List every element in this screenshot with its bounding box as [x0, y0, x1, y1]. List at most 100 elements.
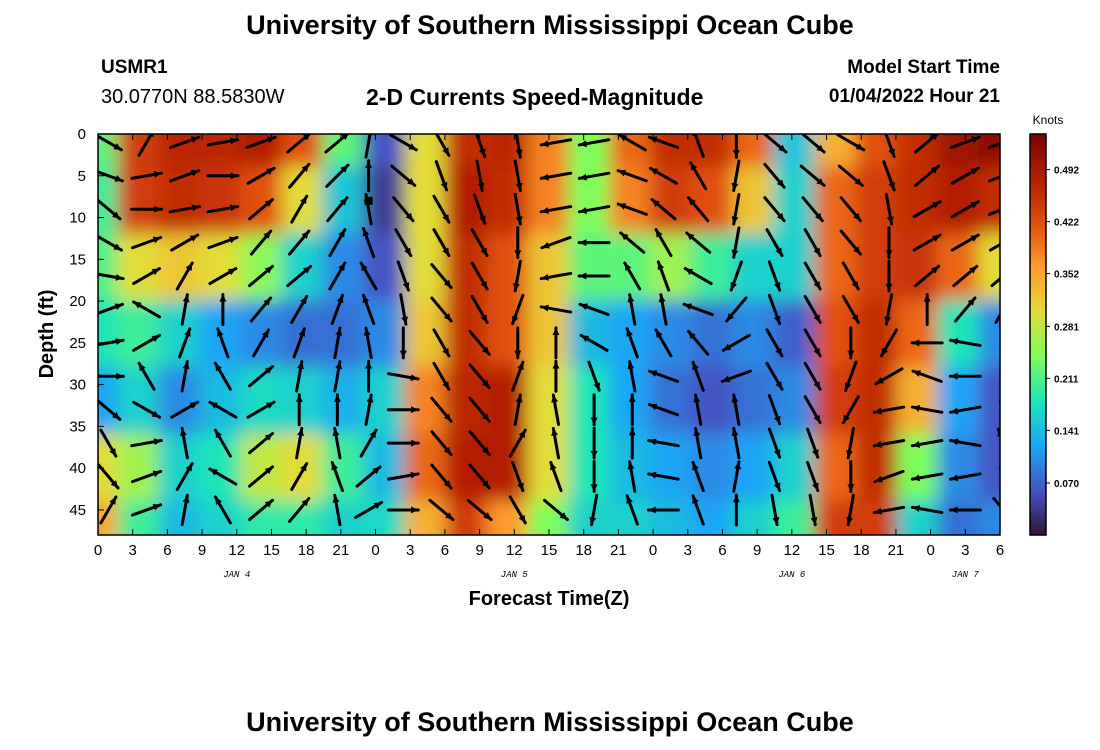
- arrow-head: [950, 338, 959, 345]
- heatmap-cell: [773, 166, 817, 236]
- current-arrow: [392, 196, 415, 223]
- arrow-head: [812, 449, 819, 458]
- current-arrow: [169, 135, 201, 149]
- arrow-head: [690, 162, 698, 171]
- arrow-head: [297, 428, 304, 437]
- arrow-head: [923, 294, 931, 302]
- current-arrow: [99, 495, 118, 525]
- arrow-head: [373, 502, 382, 510]
- current-arrow: [770, 493, 780, 527]
- arrow-head: [411, 506, 419, 514]
- current-arrow: [130, 438, 163, 448]
- current-arrow: [647, 471, 680, 481]
- heatmap-cell: [650, 366, 694, 436]
- current-arrow: [295, 426, 304, 460]
- arrow-head: [511, 315, 519, 324]
- arrow-head: [407, 178, 415, 186]
- arrow-head: [559, 512, 568, 520]
- y-tick-label: 20: [69, 293, 86, 310]
- heatmap-cell: [322, 366, 366, 436]
- arrow-head: [442, 247, 449, 256]
- arrow-head: [517, 482, 524, 491]
- arrow-head: [264, 199, 273, 207]
- current-arrow: [627, 460, 637, 493]
- heatmap-cell: [98, 134, 120, 169]
- current-arrow: [386, 506, 420, 514]
- current-arrow: [206, 204, 240, 214]
- arrow-head: [365, 160, 373, 168]
- current-arrow: [466, 498, 493, 522]
- arrow-head: [1004, 296, 1011, 304]
- arrow-head: [648, 506, 656, 514]
- arrow-head: [912, 404, 921, 412]
- arrow-head: [229, 137, 238, 145]
- arrow-head: [579, 140, 588, 148]
- arrow-head: [261, 329, 269, 338]
- current-arrow: [361, 293, 376, 326]
- current-arrow: [130, 170, 163, 180]
- current-arrow: [551, 426, 561, 460]
- arrow-head: [650, 168, 659, 175]
- current-arrow: [432, 328, 451, 358]
- heatmap-cell: [814, 166, 858, 236]
- arrow-head: [153, 438, 162, 446]
- heatmap-cell: [855, 500, 899, 535]
- current-arrow: [132, 400, 162, 419]
- current-arrow: [721, 333, 751, 352]
- arrow-head: [182, 294, 190, 303]
- current-arrow: [914, 264, 941, 288]
- arrow-head: [847, 484, 855, 492]
- arrow-head: [885, 283, 893, 292]
- arrow-head: [620, 232, 629, 241]
- arrow-head: [190, 136, 199, 143]
- arrow-head: [626, 328, 633, 337]
- current-arrow: [910, 438, 944, 448]
- current-arrow: [514, 134, 523, 159]
- arrow-head: [590, 417, 598, 425]
- heatmap-cell: [691, 500, 735, 535]
- heatmap-cell: [732, 500, 776, 535]
- current-arrow: [841, 261, 860, 291]
- arrow-head: [151, 335, 160, 342]
- current-arrow: [175, 462, 194, 492]
- x-tick-label: 18: [853, 542, 870, 559]
- arrow-head: [813, 347, 821, 356]
- arrow-head: [590, 450, 598, 459]
- current-arrow: [328, 228, 347, 258]
- current-arrow: [513, 159, 523, 193]
- arrow-head: [189, 235, 198, 242]
- current-arrow: [577, 272, 611, 280]
- arrow-head: [970, 168, 979, 175]
- arrow-head: [481, 346, 490, 355]
- heatmap-cell: [978, 300, 1000, 369]
- arrow-head: [402, 282, 410, 291]
- x-tick-label: 15: [818, 542, 835, 559]
- arrow-head: [730, 282, 737, 291]
- heatmap-cell: [117, 233, 161, 303]
- current-arrow: [616, 169, 648, 183]
- heatmap-cell: [281, 233, 325, 303]
- arrow-shaft: [999, 353, 1000, 359]
- current-arrow: [169, 169, 201, 183]
- heatmap-cell: [322, 500, 366, 535]
- current-arrow: [952, 264, 979, 288]
- date-labels: JAN 4 JAN 5 JAN 6 JAN 7: [223, 570, 979, 580]
- heatmap-cell: [322, 134, 366, 169]
- current-arrow: [213, 495, 232, 525]
- current-arrow: [508, 495, 527, 525]
- x-tick-label: 21: [888, 542, 905, 559]
- current-arrow: [587, 360, 601, 392]
- current-arrow: [324, 134, 350, 154]
- current-arrow: [168, 204, 202, 214]
- current-arrow: [687, 329, 710, 356]
- heatmap-cell: [568, 233, 612, 303]
- current-arrow: [130, 469, 163, 484]
- arrow-shaft: [988, 242, 1000, 252]
- current-arrow: [992, 496, 1000, 509]
- arrow-head: [479, 215, 486, 224]
- heatmap-cell: [773, 300, 817, 369]
- current-arrow: [470, 228, 489, 258]
- heatmap-cell: [281, 366, 325, 436]
- current-arrow: [885, 226, 893, 260]
- arrow-head: [445, 512, 453, 520]
